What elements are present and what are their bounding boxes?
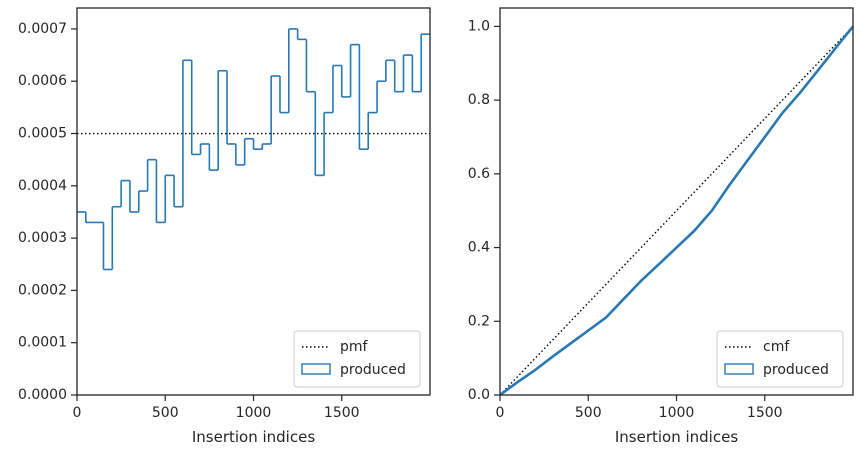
y-tick-label: 0.0: [468, 387, 490, 403]
legend-box: [293, 330, 421, 388]
x-tick-label: 1000: [659, 405, 695, 421]
y-tick-label: 1.0: [468, 18, 490, 34]
legend-label-produced: produced: [763, 362, 829, 378]
y-tick-label: 0.0007: [18, 21, 67, 37]
y-tick-label: 0.8: [468, 92, 490, 108]
legend-patch-swatch: [724, 363, 754, 375]
y-tick-label: 0.6: [468, 166, 490, 182]
x-axis-label: Insertion indices: [615, 428, 738, 446]
legend-label-reference: cmf: [763, 339, 790, 355]
y-tick-label: 0.0002: [18, 282, 67, 298]
x-tick-label: 1000: [236, 405, 272, 421]
x-tick-label: 500: [152, 405, 179, 421]
x-tick-label: 500: [575, 405, 602, 421]
y-tick-label: 0.2: [468, 313, 490, 329]
x-tick-label: 1500: [324, 405, 360, 421]
y-tick-label: 0.4: [468, 240, 490, 256]
x-tick-label: 0: [73, 405, 82, 421]
x-axis-label: Insertion indices: [192, 428, 315, 446]
plot-frame: [499, 7, 854, 396]
y-tick-label: 0.0005: [18, 126, 67, 142]
histogram-steps: [77, 28, 430, 271]
legend-patch-swatch: [301, 363, 331, 375]
produced-cumulative-line: [499, 25, 855, 397]
plot-frame: [76, 7, 431, 396]
x-tick-label: 1500: [747, 405, 783, 421]
legend: pmf produced: [293, 330, 421, 388]
legend: cmf produced: [716, 330, 844, 388]
x-tick-label: 0: [496, 405, 505, 421]
histogram-chart: 0 500 1000 1500 0.0000 0.0001 0.0002 0.0003 0.00…: [18, 7, 431, 446]
y-tick-label: 0.0006: [18, 73, 67, 89]
legend-label-reference: pmf: [340, 339, 369, 355]
cmf-reference-line: [499, 25, 854, 396]
y-tick-label: 0.0004: [18, 178, 67, 194]
legend-label-produced: produced: [340, 362, 406, 378]
y-tick-label: 0.0000: [18, 387, 67, 403]
cumulative-chart: 0 500 1000 1500 0.0 0.2 0.4 0.6 0.8 1.0 Insertion …: [468, 7, 855, 446]
y-tick-label: 0.0003: [18, 230, 67, 246]
legend-box: [716, 330, 844, 388]
y-tick-label: 0.0001: [18, 335, 67, 351]
